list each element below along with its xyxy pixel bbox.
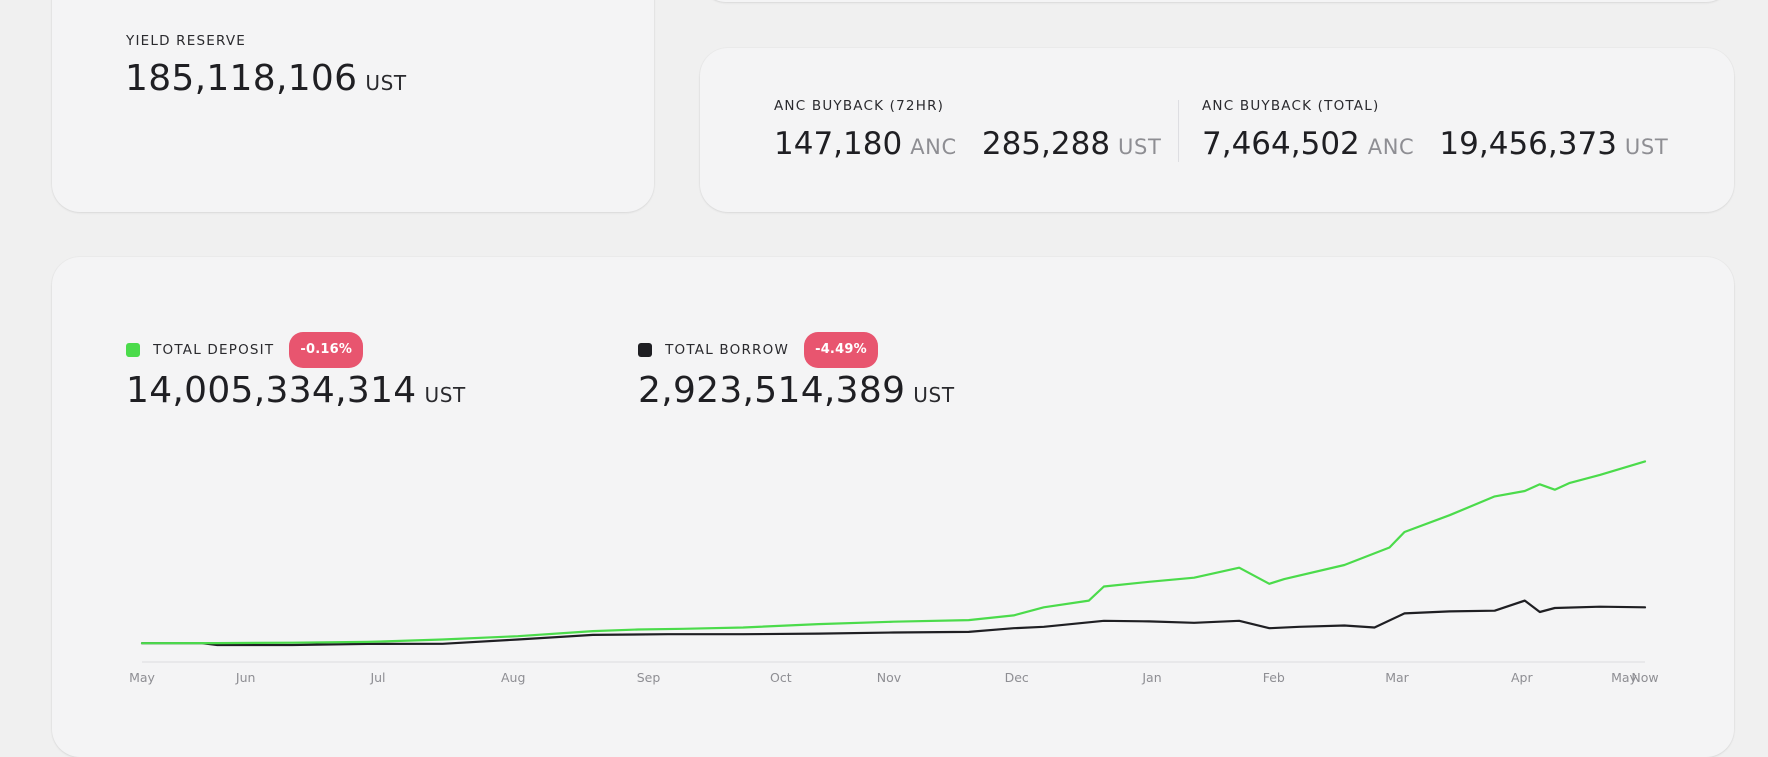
anc-buyback-total-values: 7,464,502 ANC 19,456,373 UST	[1202, 126, 1668, 162]
total-borrow-amount: 2,923,514,389 UST	[638, 370, 955, 411]
anc-buyback-72hr-label: ANC BUYBACK (72HR)	[774, 98, 945, 114]
market-chart-card: TOTAL DEPOSIT -0.16% 14,005,334,314 UST T…	[52, 257, 1734, 757]
total-deposit-value: 14,005,334,314	[126, 370, 417, 411]
x-tick-label-apr-11: Apr	[1510, 670, 1533, 685]
anc-buyback-total-label: ANC BUYBACK (TOTAL)	[1202, 98, 1380, 114]
anc-buyback-72hr: ANC BUYBACK (72HR) 147,180 ANC 285,288 UST	[774, 98, 1161, 162]
anc-buyback-card: ANC BUYBACK (72HR) 147,180 ANC 285,288 UST…	[700, 48, 1734, 212]
total-deposit-swatch	[126, 343, 140, 357]
total-borrow-header: TOTAL BORROW -4.49%	[638, 332, 955, 368]
total-borrow-swatch	[638, 343, 652, 357]
total-deposit-label: TOTAL DEPOSIT	[153, 342, 275, 358]
anc-buyback-total-anc-unit: ANC	[1367, 135, 1415, 159]
anc-buyback-72hr-ust-value: 285,288	[981, 126, 1111, 162]
total-borrow-line	[140, 599, 1647, 647]
anc-buyback-total: ANC BUYBACK (TOTAL) 7,464,502 ANC 19,456,…	[1202, 98, 1668, 162]
total-deposit-header: TOTAL DEPOSIT -0.16%	[126, 332, 466, 368]
yield-reserve-unit: UST	[365, 71, 407, 95]
total-borrow-label: TOTAL BORROW	[665, 342, 789, 358]
total-deposit-line	[140, 460, 1647, 645]
total-deposit-unit: UST	[424, 383, 466, 407]
anc-buyback-72hr-values: 147,180 ANC 285,288 UST	[774, 126, 1161, 162]
x-tick-label-jul-2: Jul	[370, 670, 386, 685]
x-tick-label-nov-6: Nov	[876, 670, 902, 685]
total-borrow-summary: TOTAL BORROW -4.49% 2,923,514,389 UST	[638, 332, 955, 411]
x-tick-label-now-13: Now	[1631, 670, 1659, 685]
x-tick-label-feb-9: Feb	[1262, 670, 1285, 685]
x-tick-label-may-12: May	[1611, 670, 1637, 685]
total-deposit-change-badge: -0.16%	[289, 332, 364, 368]
yield-reserve-value: 185,118,106	[125, 58, 358, 99]
yield-reserve-label: YIELD RESERVE	[126, 33, 246, 49]
total-borrow-unit: UST	[913, 383, 955, 407]
x-tick-label-sep-4: Sep	[636, 670, 661, 685]
buyback-divider	[1178, 100, 1179, 162]
anc-buyback-total-anc-value: 7,464,502	[1202, 126, 1360, 162]
yield-reserve-amount: 185,118,106 UST	[125, 58, 407, 99]
total-deposit-summary: TOTAL DEPOSIT -0.16% 14,005,334,314 UST	[126, 332, 466, 411]
yield-reserve-card: YIELD RESERVE 185,118,106 UST	[52, 0, 654, 212]
anc-buyback-72hr-anc-unit: ANC	[910, 135, 957, 159]
x-axis-ticks: May Jun Jul Aug Sep Oct Nov Dec Jan Feb Mar Apr May N…	[52, 257, 1734, 717]
x-tick-label-mar-10: Mar	[1385, 670, 1409, 685]
anc-buyback-total-ust-value: 19,456,373	[1439, 126, 1617, 162]
x-tick-label-jun-1: Jun	[235, 670, 256, 685]
x-tick-label-aug-3: Aug	[500, 670, 526, 685]
x-tick-label-may-0: May	[129, 670, 155, 685]
anc-buyback-72hr-anc-value: 147,180	[774, 126, 903, 162]
total-borrow-value: 2,923,514,389	[638, 370, 906, 411]
x-tick-label-oct-5: Oct	[769, 670, 792, 685]
x-tick-label-jan-8: Jan	[1142, 670, 1162, 685]
market-chart[interactable]	[52, 257, 1734, 717]
anc-buyback-total-ust-unit: UST	[1624, 135, 1669, 159]
x-tick-label-dec-7: Dec	[1004, 670, 1029, 685]
total-deposit-amount: 14,005,334,314 UST	[126, 370, 466, 411]
top-card-stub	[700, 0, 1732, 2]
anc-buyback-72hr-ust-unit: UST	[1118, 135, 1162, 159]
total-borrow-change-badge: -4.49%	[804, 332, 878, 368]
